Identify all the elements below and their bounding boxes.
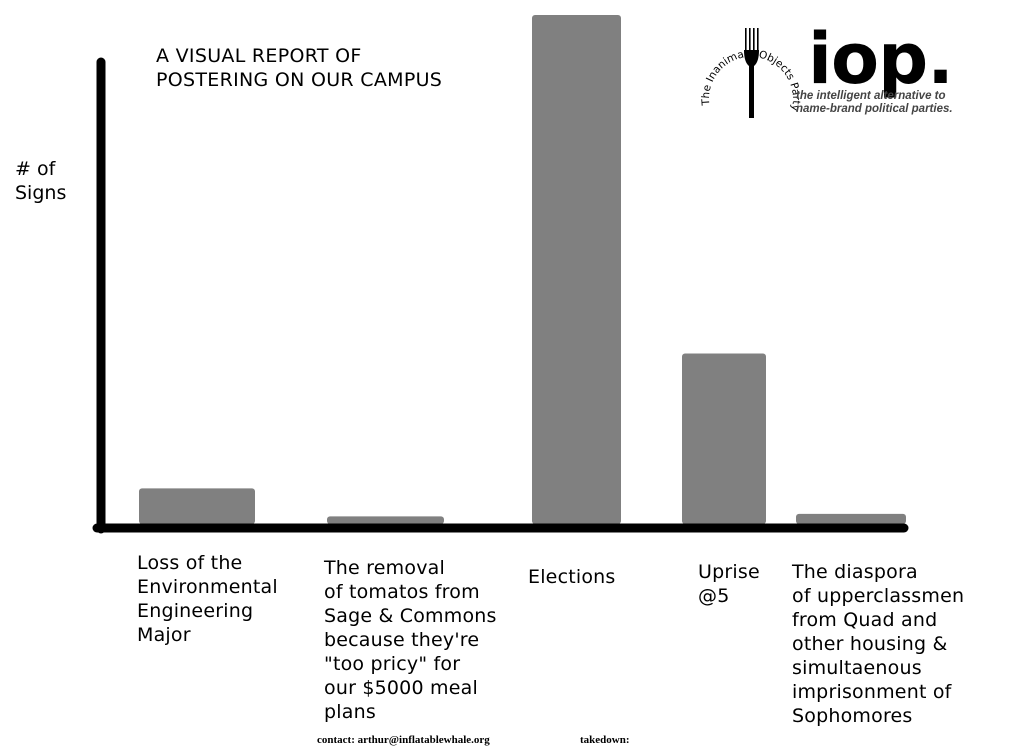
takedown-text: takedown: — [580, 734, 630, 746]
category-label-uprise: Uprise @5 — [698, 561, 760, 607]
iop-logo: The Inanimate Objects Party iop. the int… — [696, 22, 996, 128]
bar-uprise — [682, 353, 766, 524]
contact-text: contact: arthur@inflatablewhale.org — [317, 734, 490, 746]
bar-environmental-engineering — [139, 488, 255, 524]
logo-tagline: the intelligent alternative to name-bran… — [796, 90, 953, 115]
fork-icon — [744, 28, 759, 118]
fork-ring-logo: The Inanimate Objects Party — [700, 28, 802, 118]
chart-title: A VISUAL REPORT OF POSTERING ON OUR CAMP… — [156, 45, 443, 91]
bar-elections — [532, 15, 621, 524]
bar-diaspora — [796, 513, 906, 524]
bar-tomatos — [327, 516, 444, 524]
category-label-diaspora: The diaspora of upperclassmen from Quad … — [792, 561, 965, 727]
category-label-environmental-engineering: Loss of the Environmental Engineering Ma… — [137, 552, 278, 646]
logo-wordmark: iop. — [808, 18, 954, 100]
y-axis-label: # of Signs — [15, 158, 67, 204]
category-label-elections: Elections — [528, 566, 616, 588]
category-label-tomatos: The removal of tomatos from Sage & Commo… — [324, 557, 497, 723]
